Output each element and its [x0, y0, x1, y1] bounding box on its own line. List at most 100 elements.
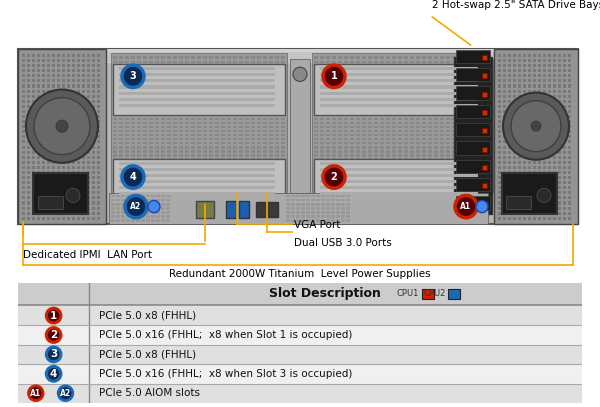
- Bar: [458, 118, 462, 120]
- Bar: [446, 118, 450, 120]
- Bar: [428, 179, 432, 181]
- Bar: [191, 183, 195, 185]
- Bar: [269, 142, 273, 144]
- Bar: [482, 150, 486, 153]
- Bar: [137, 191, 141, 193]
- Bar: [203, 162, 207, 165]
- Bar: [548, 171, 551, 174]
- Bar: [568, 135, 571, 138]
- Bar: [179, 191, 183, 193]
- Bar: [410, 158, 414, 161]
- Bar: [386, 85, 390, 88]
- Bar: [320, 89, 324, 92]
- Bar: [362, 203, 366, 206]
- Bar: [464, 142, 468, 144]
- Bar: [167, 81, 171, 83]
- Bar: [558, 151, 561, 154]
- Bar: [62, 176, 65, 179]
- Bar: [281, 101, 285, 104]
- Bar: [331, 207, 335, 210]
- Bar: [362, 171, 366, 173]
- Bar: [350, 207, 354, 210]
- Bar: [422, 166, 426, 169]
- Bar: [161, 211, 164, 214]
- Text: A2: A2: [60, 389, 71, 398]
- Bar: [155, 93, 159, 96]
- Bar: [404, 183, 408, 185]
- Bar: [67, 69, 70, 72]
- Bar: [185, 101, 189, 104]
- Bar: [155, 215, 159, 218]
- Bar: [239, 146, 243, 149]
- Bar: [257, 158, 261, 161]
- Bar: [440, 118, 444, 120]
- Bar: [149, 187, 153, 189]
- Bar: [149, 97, 153, 100]
- Bar: [203, 138, 207, 140]
- Bar: [37, 69, 40, 72]
- Bar: [563, 100, 566, 103]
- Bar: [22, 197, 25, 199]
- Bar: [538, 212, 541, 215]
- Bar: [398, 142, 402, 144]
- Bar: [143, 142, 147, 144]
- Bar: [398, 118, 402, 120]
- Circle shape: [531, 121, 541, 131]
- Bar: [428, 114, 432, 116]
- Bar: [464, 61, 468, 63]
- Bar: [523, 166, 526, 169]
- Bar: [131, 215, 134, 218]
- Bar: [257, 97, 261, 100]
- Bar: [446, 187, 450, 189]
- Bar: [386, 81, 390, 83]
- Bar: [508, 74, 511, 77]
- Bar: [558, 64, 561, 67]
- Bar: [456, 142, 490, 155]
- Bar: [523, 110, 526, 113]
- Bar: [161, 175, 165, 177]
- Bar: [380, 73, 384, 75]
- Bar: [137, 146, 141, 149]
- Bar: [173, 146, 177, 149]
- Bar: [362, 195, 366, 197]
- Bar: [482, 154, 486, 157]
- Bar: [482, 126, 486, 128]
- Bar: [326, 114, 330, 116]
- Bar: [27, 130, 30, 133]
- Bar: [22, 125, 25, 128]
- Bar: [269, 93, 273, 96]
- Bar: [215, 89, 219, 92]
- Bar: [197, 85, 201, 88]
- Circle shape: [511, 101, 561, 152]
- Bar: [149, 69, 153, 71]
- Bar: [314, 81, 318, 83]
- Bar: [251, 150, 255, 153]
- Bar: [543, 95, 546, 98]
- Bar: [131, 191, 135, 193]
- Bar: [125, 77, 129, 79]
- Bar: [143, 187, 147, 189]
- Bar: [350, 105, 354, 108]
- Bar: [386, 65, 390, 67]
- Bar: [356, 89, 360, 92]
- Bar: [245, 183, 249, 185]
- Bar: [508, 90, 511, 93]
- Bar: [251, 93, 255, 96]
- Bar: [62, 212, 65, 215]
- Bar: [239, 191, 243, 193]
- Bar: [167, 162, 171, 165]
- Bar: [131, 61, 135, 63]
- Bar: [167, 166, 171, 169]
- Bar: [470, 203, 474, 206]
- Bar: [119, 101, 123, 104]
- Bar: [161, 158, 165, 161]
- Bar: [482, 93, 486, 96]
- Bar: [113, 203, 117, 206]
- Bar: [275, 109, 279, 112]
- Bar: [410, 138, 414, 140]
- Bar: [77, 54, 80, 57]
- Bar: [476, 65, 480, 67]
- Bar: [227, 211, 231, 214]
- Bar: [543, 69, 546, 72]
- Bar: [47, 59, 50, 62]
